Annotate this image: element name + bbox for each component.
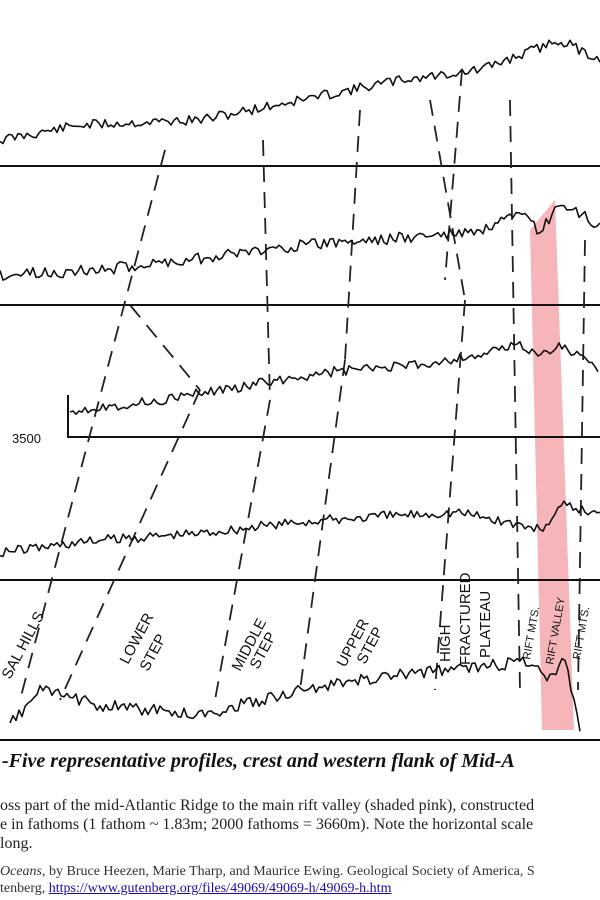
- source-prefix: tenberg,: [0, 881, 49, 896]
- rift-valley-highlight: [530, 200, 574, 730]
- label-rift-mts-right: RIFT MTS.: [571, 606, 592, 661]
- source-authors: , by Bruce Heezen, Marie Tharp, and Maur…: [42, 864, 535, 879]
- label-plateau-1: HIGH: [437, 625, 454, 663]
- profile-1: [0, 39, 600, 145]
- figure-title: -Five representative profiles, crest and…: [2, 750, 515, 772]
- source-reference: tenberg, https://www.gutenberg.org/files…: [0, 880, 600, 897]
- profile-2: [0, 204, 600, 281]
- gutenberg-link[interactable]: https://www.gutenberg.org/files/49069/49…: [48, 881, 392, 896]
- profile-5: [9, 656, 581, 732]
- label-plateau-3: PLATEAU: [477, 591, 494, 658]
- correlation-lines: [19, 69, 586, 701]
- source-title: Oceans: [0, 864, 42, 879]
- profiles-figure: 3500 SAL HILLS LOWER STEP MIDDLE STEP UP…: [0, 39, 600, 741]
- profile-4: [0, 500, 600, 558]
- caption-line-1: oss part of the mid-Atlantic Ridge to th…: [0, 797, 535, 814]
- label-rift-mts-left: RIFT MTS.: [521, 606, 542, 661]
- profile-3: [69, 340, 599, 416]
- zone-labels: SAL HILLS LOWER STEP MIDDLE STEP UPPER S…: [0, 572, 592, 682]
- caption-line-3: long.: [0, 835, 33, 852]
- depth-label-3500: 3500: [12, 431, 41, 446]
- bathymetric-profiles: [0, 39, 600, 732]
- source-citation: Oceans, by Bruce Heezen, Marie Tharp, an…: [0, 863, 600, 880]
- label-abyssal-hills: SAL HILLS: [0, 609, 48, 682]
- label-plateau-2: FRACTURED: [457, 572, 474, 665]
- profile-baselines: [0, 165, 600, 741]
- caption-line-2: e in fathoms (1 fathom ~ 1.83m; 2000 fat…: [0, 816, 534, 833]
